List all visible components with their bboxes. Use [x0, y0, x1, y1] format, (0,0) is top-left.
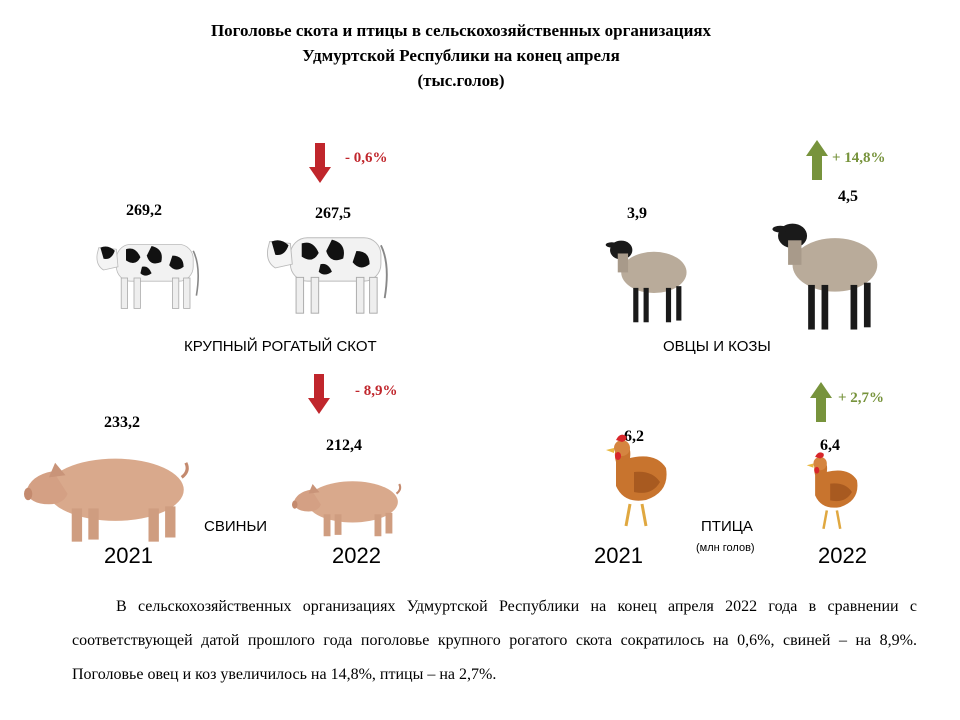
pig-value-2022: 212,4 [326, 437, 362, 454]
cow-icon [267, 237, 388, 314]
cattle-change-label: - 0,6% [345, 150, 388, 166]
year-label-right-2022: 2022 [818, 543, 867, 568]
cow-icon [96, 244, 199, 309]
year-label-left-2021: 2021 [104, 543, 153, 568]
pig-icon [24, 458, 189, 542]
pig-category-label: СВИНЬИ [204, 518, 268, 535]
cattle-value-2022: 267,5 [315, 205, 351, 222]
down-arrow-icon [309, 143, 331, 183]
pig-icon [292, 481, 402, 537]
pig-value-2021: 233,2 [104, 414, 140, 431]
cattle-value-2021: 269,2 [126, 202, 162, 219]
title-line-1: Поголовье скота и птицы в сельскохозяйст… [210, 21, 712, 40]
poultry-value-2021: 6,2 [624, 428, 644, 445]
chicken-icon [606, 434, 667, 527]
sheep-change-label: + 14,8% [832, 150, 886, 166]
poultry-unit-label: (млн голов) [696, 542, 755, 554]
title-line-2: Удмуртской Республики на конец апреля [302, 46, 620, 65]
year-label-left-2022: 2022 [332, 543, 381, 568]
poultry-category-label: ПТИЦА [701, 518, 753, 535]
sheep-value-2021: 3,9 [627, 205, 647, 222]
sheep-value-2022: 4,5 [838, 188, 858, 205]
pig-change-label: - 8,9% [355, 383, 398, 399]
title-line-3: (тыс.голов) [417, 71, 505, 90]
year-label-right-2021: 2021 [594, 543, 643, 568]
chart-title: Поголовье скота и птицы в сельскохозяйст… [0, 18, 922, 93]
sheep-icon [772, 223, 878, 330]
summary-paragraph: В сельскохозяйственных организациях Удму… [72, 598, 917, 683]
sheep-category-label: ОВЦЫ И КОЗЫ [663, 338, 771, 355]
sheep-icon [605, 240, 687, 323]
cattle-category-label: КРУПНЫЙ РОГАТЫЙ СКОТ [184, 338, 377, 355]
poultry-change-label: + 2,7% [838, 390, 885, 406]
down-arrow-icon [308, 374, 330, 414]
up-arrow-icon [806, 140, 828, 180]
up-arrow-icon [810, 382, 832, 422]
poultry-value-2022: 6,4 [820, 437, 840, 454]
chicken-icon [806, 452, 858, 530]
